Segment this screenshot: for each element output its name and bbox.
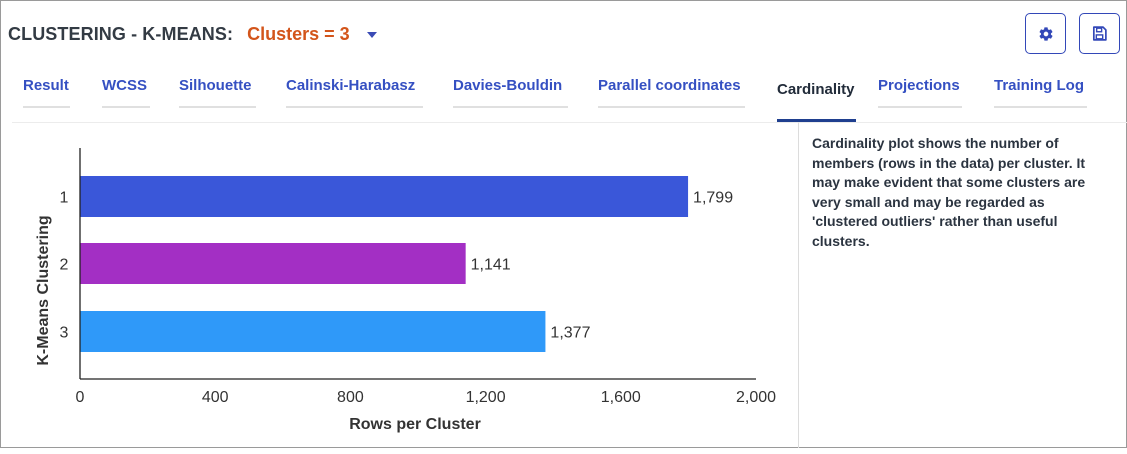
floppy-disk-icon xyxy=(1092,26,1107,41)
cardinality-chart: 1,799 1 1,141 2 1,377 3 0 400 800 1,200 1,600 2,000… xyxy=(35,148,776,433)
bar-cluster-3 xyxy=(80,311,546,352)
tab-label: Result xyxy=(23,77,69,94)
y-tick-label: 2 xyxy=(60,257,69,274)
bar-value-label: 1,799 xyxy=(693,190,733,207)
tab-underline xyxy=(994,106,1087,108)
y-tick-label: 1 xyxy=(60,190,69,207)
tab-underline xyxy=(102,106,150,108)
tab-training-log[interactable]: Training Log xyxy=(994,77,1087,108)
tab-underline xyxy=(453,106,568,108)
tab-label: Davies-Bouldin xyxy=(453,77,563,94)
x-axis-title: Rows per Cluster xyxy=(349,416,481,433)
x-tick-label: 2,000 xyxy=(736,389,776,406)
page-title: CLUSTERING - K-MEANS: xyxy=(8,23,234,44)
tab-underline xyxy=(179,106,256,108)
tab-label: Parallel coordinates xyxy=(598,77,741,94)
gear-icon xyxy=(1039,26,1052,41)
tab-underline xyxy=(286,106,423,108)
settings-button[interactable] xyxy=(1025,13,1066,54)
tab-label: Training Log xyxy=(994,77,1084,94)
y-axis-title: K-Means Clustering xyxy=(35,215,52,365)
tab-label: Cardinality xyxy=(777,81,855,98)
header: CLUSTERING - K-MEANS: Clusters = 3 xyxy=(8,21,377,47)
clusters-selector-value[interactable]: Clusters = 3 xyxy=(247,23,350,44)
tab-active-indicator xyxy=(777,119,856,122)
tab-cardinality[interactable]: Cardinality xyxy=(777,81,856,122)
bar-value-label: 1,141 xyxy=(471,257,511,274)
chart-panel: 1,799 1 1,141 2 1,377 3 0 400 800 1,200 1,600 2,000… xyxy=(12,122,799,448)
tab-label: Silhouette xyxy=(179,77,252,94)
tab-result[interactable]: Result xyxy=(23,77,70,108)
save-button[interactable] xyxy=(1079,13,1120,54)
tab-underline xyxy=(23,106,70,108)
tab-silhouette[interactable]: Silhouette xyxy=(179,77,256,108)
x-tick-label: 1,200 xyxy=(466,389,506,406)
bar-cluster-2 xyxy=(80,243,466,284)
description-text: Cardinality plot shows the number of mem… xyxy=(812,135,1086,249)
chevron-down-icon[interactable] xyxy=(366,31,377,38)
tab-label: Calinski-Harabasz xyxy=(286,77,416,94)
y-tick-label: 3 xyxy=(60,325,69,342)
x-tick-label: 0 xyxy=(76,389,85,406)
tab-label: Projections xyxy=(878,77,960,94)
tab-underline xyxy=(598,106,745,108)
bar-value-label: 1,377 xyxy=(550,325,590,342)
tab-davies-bouldin[interactable]: Davies-Bouldin xyxy=(453,77,568,108)
description-panel: Cardinality plot shows the number of mem… xyxy=(799,122,1127,448)
tab-wcss[interactable]: WCSS xyxy=(102,77,150,108)
tab-parallel-coordinates[interactable]: Parallel coordinates xyxy=(598,77,745,108)
tab-calinski-harabasz[interactable]: Calinski-Harabasz xyxy=(286,77,423,108)
tab-projections[interactable]: Projections xyxy=(878,77,962,108)
x-tick-label: 800 xyxy=(337,389,364,406)
tab-underline xyxy=(878,106,962,108)
x-tick-label: 400 xyxy=(202,389,229,406)
tab-label: WCSS xyxy=(102,77,147,94)
bar-cluster-1 xyxy=(80,176,689,217)
x-tick-label: 1,600 xyxy=(601,389,641,406)
